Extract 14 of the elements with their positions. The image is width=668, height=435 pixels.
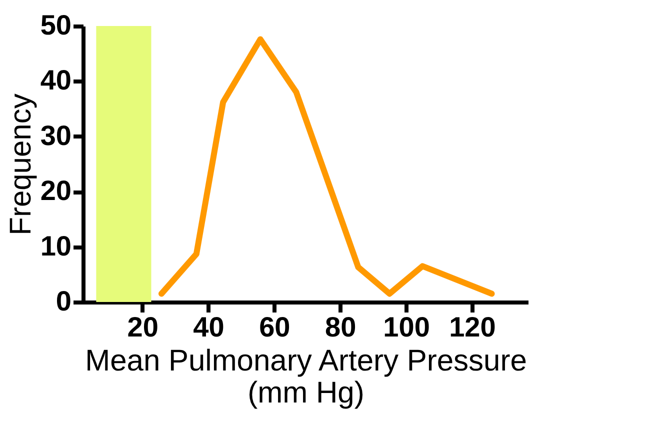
y-tick-label: 0 [56, 286, 72, 316]
y-tick-label: 40 [40, 64, 72, 96]
x-tick-label: 80 [325, 312, 356, 342]
y-axis-title: Frequency [4, 94, 38, 236]
x-tick-label: 100 [383, 312, 430, 342]
x-tick-label: 60 [259, 312, 290, 342]
x-tick-label: 120 [449, 312, 496, 342]
y-tick-label: 30 [40, 120, 72, 151]
x-axis-title: Mean Pulmonary Artery Pressure (mm Hg) [85, 344, 527, 410]
x-tick-label: 20 [127, 312, 158, 342]
x-tick-label: 40 [193, 312, 224, 342]
y-tick-label: 10 [40, 230, 72, 262]
y-tick-label: 20 [40, 175, 72, 206]
y-tick-label: 50 [40, 10, 72, 40]
